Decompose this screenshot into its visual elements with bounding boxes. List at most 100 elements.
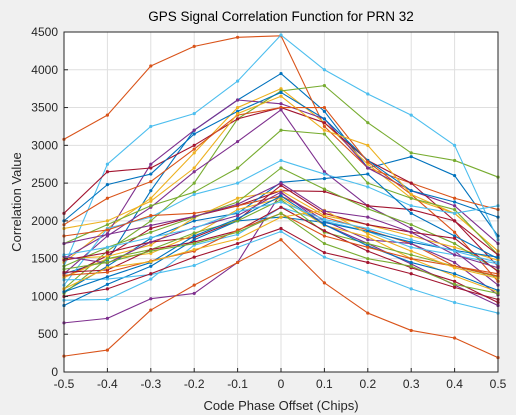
data-point xyxy=(105,297,109,302)
y-tick-label: 0 xyxy=(51,365,58,379)
data-point xyxy=(322,176,326,181)
data-point xyxy=(453,230,457,234)
data-point xyxy=(279,90,283,95)
data-point xyxy=(322,68,326,72)
data-point xyxy=(322,209,326,213)
data-point xyxy=(409,272,413,276)
data-point xyxy=(192,226,196,231)
data-point xyxy=(236,196,240,200)
data-point xyxy=(409,151,413,155)
data-point xyxy=(453,158,457,163)
data-point xyxy=(149,189,153,193)
data-point xyxy=(236,245,240,249)
data-point xyxy=(192,248,196,252)
data-point xyxy=(409,253,413,257)
data-point xyxy=(322,229,326,233)
data-point xyxy=(279,215,283,219)
data-point xyxy=(105,316,109,320)
data-point xyxy=(149,240,153,244)
x-tick-label: -0.3 xyxy=(140,377,161,391)
x-tick-label: 0.4 xyxy=(446,377,463,391)
data-point xyxy=(279,229,283,234)
data-point xyxy=(236,117,240,121)
data-point xyxy=(409,207,413,212)
data-point xyxy=(149,124,153,129)
data-point xyxy=(192,112,196,116)
data-point xyxy=(322,172,326,176)
data-point xyxy=(453,219,457,223)
data-point xyxy=(279,128,283,132)
data-point xyxy=(453,196,457,200)
data-point xyxy=(105,257,109,261)
data-point xyxy=(453,253,457,257)
data-point xyxy=(279,205,283,209)
data-point xyxy=(366,204,370,208)
series-27 xyxy=(62,229,500,315)
data-point xyxy=(149,272,153,276)
x-axis-label: Code Phase Offset (Chips) xyxy=(203,398,358,413)
data-point xyxy=(279,166,283,170)
data-point xyxy=(366,245,370,249)
data-point xyxy=(366,226,370,231)
data-point xyxy=(409,245,413,249)
data-point xyxy=(236,112,240,116)
data-point xyxy=(192,234,196,238)
data-point xyxy=(105,275,109,279)
data-point xyxy=(105,162,109,166)
data-point xyxy=(409,192,413,197)
series-34 xyxy=(62,200,500,265)
ticks: -0.5 -0.4 -0.3 -0.2 -0.1 0 0.1 0.2 0.3 0.4 0.5 0 500… xyxy=(31,25,506,391)
data-point xyxy=(279,190,283,194)
data-point xyxy=(236,214,240,218)
data-point xyxy=(366,160,370,164)
data-point xyxy=(236,202,240,206)
data-point xyxy=(105,348,109,352)
data-point xyxy=(322,124,326,129)
y-tick-label: 1000 xyxy=(31,289,58,303)
data-point xyxy=(149,180,153,184)
data-point xyxy=(409,238,413,242)
series-35 xyxy=(62,226,500,302)
data-point xyxy=(322,241,326,246)
data-point xyxy=(279,94,283,98)
data-point xyxy=(453,234,457,238)
data-point xyxy=(322,117,326,121)
data-point xyxy=(236,237,240,241)
data-point xyxy=(149,297,153,301)
data-point xyxy=(409,234,413,238)
data-point xyxy=(366,162,370,166)
x-tick-label: -0.1 xyxy=(227,377,248,391)
data-point xyxy=(236,105,240,110)
data-point xyxy=(149,243,153,247)
data-point xyxy=(236,260,240,265)
data-point xyxy=(279,158,283,163)
data-point xyxy=(149,235,153,240)
y-tick-label: 2000 xyxy=(31,214,58,228)
data-point xyxy=(453,241,457,246)
data-point xyxy=(149,308,153,312)
data-point xyxy=(366,257,370,261)
data-point xyxy=(322,255,326,259)
data-point xyxy=(236,200,240,204)
data-point xyxy=(192,211,196,215)
data-point xyxy=(236,139,240,144)
data-point xyxy=(409,211,413,215)
x-tick-label: 0 xyxy=(278,377,285,391)
data-point xyxy=(105,270,109,274)
data-point xyxy=(409,113,413,117)
data-point xyxy=(409,223,413,227)
x-tick-label: 0.1 xyxy=(316,377,333,391)
y-tick-label: 2500 xyxy=(31,176,58,190)
y-tick-label: 3000 xyxy=(31,138,58,152)
data-point xyxy=(236,210,240,214)
data-point xyxy=(322,187,326,191)
data-point xyxy=(453,236,457,240)
data-point xyxy=(236,109,240,113)
data-point xyxy=(192,238,196,242)
data-point xyxy=(409,287,413,291)
data-point xyxy=(453,266,457,270)
data-point xyxy=(409,155,413,159)
data-point xyxy=(322,217,326,221)
data-point xyxy=(105,196,109,200)
